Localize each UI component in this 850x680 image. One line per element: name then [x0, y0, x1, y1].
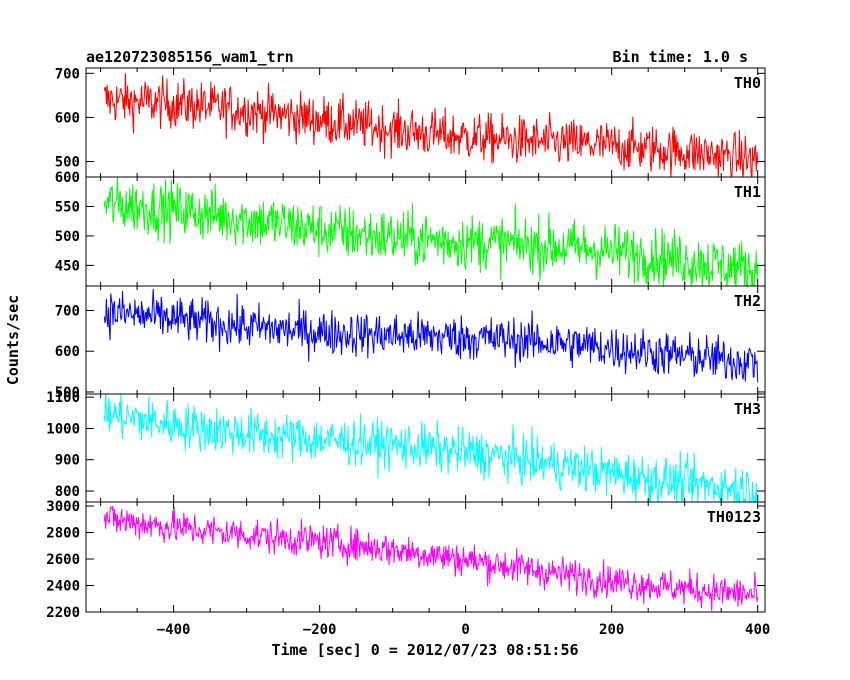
y-tick-label: 550: [55, 199, 80, 215]
series-th0123: [103, 505, 759, 612]
x-tick-label: 400: [745, 622, 770, 638]
y-tick-label: 800: [55, 484, 80, 500]
y-tick-label: 700: [55, 303, 80, 319]
y-tick-label: 450: [55, 258, 80, 274]
y-tick-label: 500: [55, 385, 80, 401]
series-th0: [103, 72, 759, 177]
panel-label-th1: TH1: [734, 183, 761, 201]
y-tick-label: 1100: [46, 390, 80, 406]
y-tick-label: 2400: [46, 578, 80, 594]
y-tick-label: 700: [55, 66, 80, 82]
y-tick-label: 2600: [46, 552, 80, 568]
panel-label-th0123: TH0123: [707, 508, 761, 526]
bin-time-label: Bin time: 1.0 s: [613, 48, 748, 66]
panel-label-th0: TH0: [734, 74, 761, 92]
y-tick-label: 600: [55, 344, 80, 360]
y-tick-label: 3000: [46, 499, 80, 515]
x-tick-label: −200: [303, 622, 337, 638]
y-tick-label: 600: [55, 170, 80, 186]
x-tick-label: −400: [157, 622, 191, 638]
y-tick-label: 600: [55, 110, 80, 126]
panel-label-th2: TH2: [734, 292, 761, 310]
y-axis-label: Counts/sec: [4, 295, 22, 385]
y-tick-label: 500: [55, 229, 80, 245]
panel-label-th3: TH3: [734, 400, 761, 418]
y-tick-label: 2800: [46, 525, 80, 541]
y-tick-label: 900: [55, 453, 80, 469]
series-th1: [103, 177, 759, 286]
x-tick-label: 0: [461, 622, 469, 638]
x-axis-label: Time [sec] 0 = 2012/07/23 08:51:56: [271, 641, 578, 659]
y-tick-label: 2200: [46, 605, 80, 621]
y-tick-label: 500: [55, 155, 80, 171]
y-tick-label: 1000: [46, 421, 80, 437]
chart-title: ae120723085156_wam1_trn: [86, 48, 294, 66]
series-th2: [103, 288, 759, 383]
panel-frame-th0123: [85, 501, 766, 613]
x-tick-label: 200: [599, 622, 624, 638]
series-th3: [103, 394, 759, 502]
